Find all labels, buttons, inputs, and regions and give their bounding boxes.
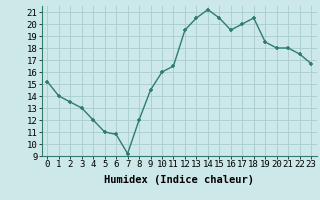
X-axis label: Humidex (Indice chaleur): Humidex (Indice chaleur) — [104, 175, 254, 185]
